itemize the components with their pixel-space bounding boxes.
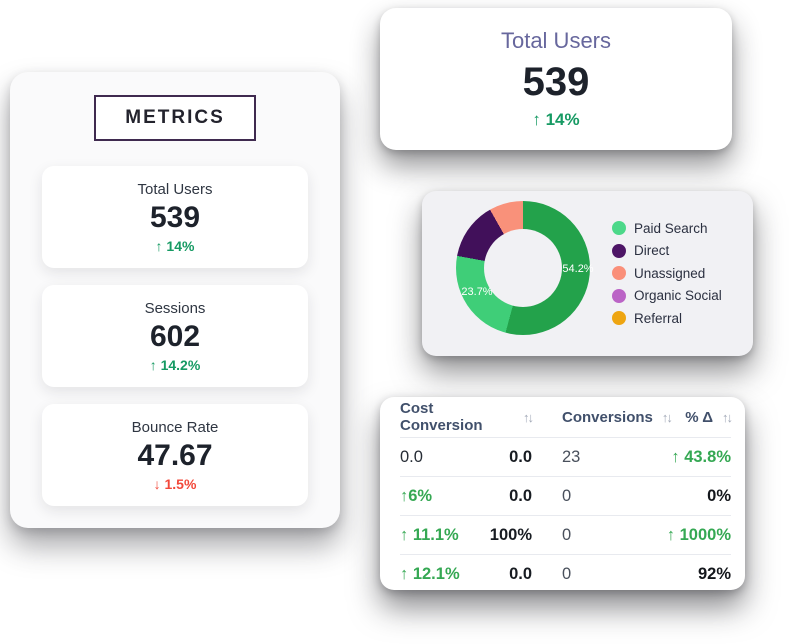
cell-cost-conversion-a: ↑6% — [400, 486, 433, 505]
metric-value: 539 — [149, 200, 201, 234]
legend-swatch-direct — [612, 243, 626, 258]
cell-percent-delta: ↑ 1000% — [666, 525, 731, 544]
metric-label: Sessions — [144, 299, 206, 317]
cell-conversions: 0 — [562, 564, 572, 583]
legend-swatch-referral — [612, 311, 626, 326]
table-row: ↑ 12.1% 0.0 0 92% — [400, 555, 731, 593]
donut-chart: 54.2% 23.7% — [456, 201, 594, 335]
column-header-label: Cost Conversion — [400, 400, 483, 434]
metric-delta: ↓ 1.5% — [153, 475, 197, 492]
cell-percent-delta: 0% — [707, 486, 731, 505]
metrics-heading-box: METRICS — [94, 95, 256, 141]
highlight-value: 539 — [522, 60, 590, 104]
metric-label: Bounce Rate — [131, 418, 219, 436]
legend-item-paid-search[interactable]: Paid Search — [612, 221, 722, 236]
cell-cost-conversion-a: 0.0 — [400, 447, 423, 466]
column-header-label: % Δ — [685, 408, 713, 426]
cell-cost-conversion-b: 100% — [489, 525, 532, 544]
legend-swatch-organic-social — [612, 288, 626, 303]
legend-item-referral[interactable]: Referral — [612, 311, 722, 326]
legend-label: Organic Social — [634, 288, 722, 304]
legend-item-organic-social[interactable]: Organic Social — [612, 288, 722, 304]
metrics-heading-label: METRICS — [125, 107, 225, 128]
cell-cost-conversion-a: ↑ 11.1% — [400, 525, 459, 544]
cell-cost-conversion-b: 0.0 — [509, 486, 532, 505]
donut-slice-label-1: 54.2% — [562, 263, 594, 275]
legend-item-direct[interactable]: Direct — [612, 243, 722, 259]
table-row: 0.0 0.0 23 ↑ 43.8% — [400, 438, 731, 477]
legend-label: Direct — [634, 243, 670, 259]
table-row: ↑ 11.1% 100% 0 ↑ 1000% — [400, 516, 731, 555]
donut-slice-label-2: 23.7% — [461, 286, 493, 298]
metric-card-sessions: Sessions 602 ↑ 14.2% — [42, 285, 308, 387]
cell-cost-conversion-b: 0.0 — [509, 564, 532, 583]
sort-arrows-icon: ↑↓ — [722, 409, 733, 425]
cell-conversions: 23 — [562, 447, 581, 466]
chart-legend: Paid Search Direct Unassigned Organic So… — [612, 221, 722, 326]
metric-card-bounce-rate: Bounce Rate 47.67 ↓ 1.5% — [42, 404, 308, 506]
table-header-row: Cost Conversion ↑↓ Conversions ↑↓ % Δ ↑↓ — [400, 397, 733, 438]
cell-percent-delta: 92% — [697, 564, 731, 583]
conversions-table-card: Cost Conversion ↑↓ Conversions ↑↓ % Δ ↑↓… — [380, 397, 745, 590]
cell-cost-conversion-b: 0.0 — [509, 447, 532, 466]
legend-label: Unassigned — [634, 265, 706, 281]
cell-conversions: 0 — [562, 486, 572, 505]
metric-label: Total Users — [137, 180, 213, 198]
column-header-conversions[interactable]: Conversions ↑↓ — [532, 409, 673, 426]
highlight-label: Total Users — [500, 28, 612, 53]
legend-swatch-paid-search — [612, 221, 626, 236]
metric-card-list: Total Users 539 ↑ 14% Sessions 602 ↑ 14.… — [42, 166, 308, 506]
legend-swatch-unassigned — [612, 266, 626, 281]
donut-hole — [484, 229, 562, 307]
cell-cost-conversion-a: ↑ 12.1% — [400, 564, 460, 583]
table-row: ↑6% 0.0 0 0% — [400, 477, 731, 516]
metric-card-total-users: Total Users 539 ↑ 14% — [42, 166, 308, 268]
legend-item-unassigned[interactable]: Unassigned — [612, 266, 722, 281]
metrics-panel: METRICS Total Users 539 ↑ 14% Sessions 6… — [10, 72, 340, 528]
metric-value: 602 — [149, 319, 201, 353]
metric-delta: ↑ 14% — [155, 237, 195, 254]
legend-label: Paid Search — [634, 220, 708, 236]
metric-delta: ↑ 14.2% — [149, 356, 201, 373]
sort-arrows-icon: ↑↓ — [661, 409, 673, 425]
cell-conversions: 0 — [562, 525, 572, 544]
sort-arrows-icon: ↑↓ — [523, 409, 534, 425]
column-header-label: Conversions — [562, 408, 653, 426]
traffic-channels-donut-card: 54.2% 23.7% Paid Search Direct Unassigne… — [422, 191, 753, 356]
total-users-highlight-card: Total Users 539 ↑ 14% — [380, 8, 732, 150]
highlight-delta: ↑ 14% — [532, 110, 580, 129]
column-header-cost-conversion[interactable]: Cost Conversion ↑↓ — [400, 400, 534, 434]
cell-percent-delta: ↑ 43.8% — [671, 447, 731, 466]
metric-value: 47.67 — [137, 438, 213, 472]
legend-label: Referral — [634, 310, 683, 326]
column-header-percent-delta[interactable]: % Δ ↑↓ — [647, 408, 733, 426]
